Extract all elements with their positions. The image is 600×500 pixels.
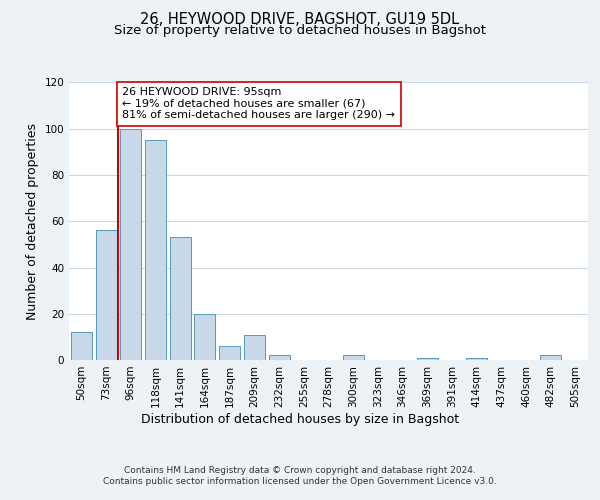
Text: 26, HEYWOOD DRIVE, BAGSHOT, GU19 5DL: 26, HEYWOOD DRIVE, BAGSHOT, GU19 5DL	[140, 12, 460, 28]
Bar	[244, 334, 265, 360]
Bar	[541, 356, 562, 360]
Bar	[120, 128, 141, 360]
Text: 26 HEYWOOD DRIVE: 95sqm
← 19% of detached houses are smaller (67)
81% of semi-de: 26 HEYWOOD DRIVE: 95sqm ← 19% of detache…	[122, 87, 395, 120]
Bar	[170, 238, 191, 360]
Text: Distribution of detached houses by size in Bagshot: Distribution of detached houses by size …	[141, 412, 459, 426]
Bar	[95, 230, 116, 360]
Y-axis label: Number of detached properties: Number of detached properties	[26, 122, 39, 320]
Bar	[145, 140, 166, 360]
Text: Contains public sector information licensed under the Open Government Licence v3: Contains public sector information licen…	[103, 477, 497, 486]
Bar	[219, 346, 240, 360]
Bar	[343, 356, 364, 360]
Text: Size of property relative to detached houses in Bagshot: Size of property relative to detached ho…	[114, 24, 486, 37]
Bar	[466, 358, 487, 360]
Text: Contains HM Land Registry data © Crown copyright and database right 2024.: Contains HM Land Registry data © Crown c…	[124, 466, 476, 475]
Bar	[194, 314, 215, 360]
Bar	[269, 356, 290, 360]
Bar	[417, 358, 438, 360]
Bar	[71, 332, 92, 360]
